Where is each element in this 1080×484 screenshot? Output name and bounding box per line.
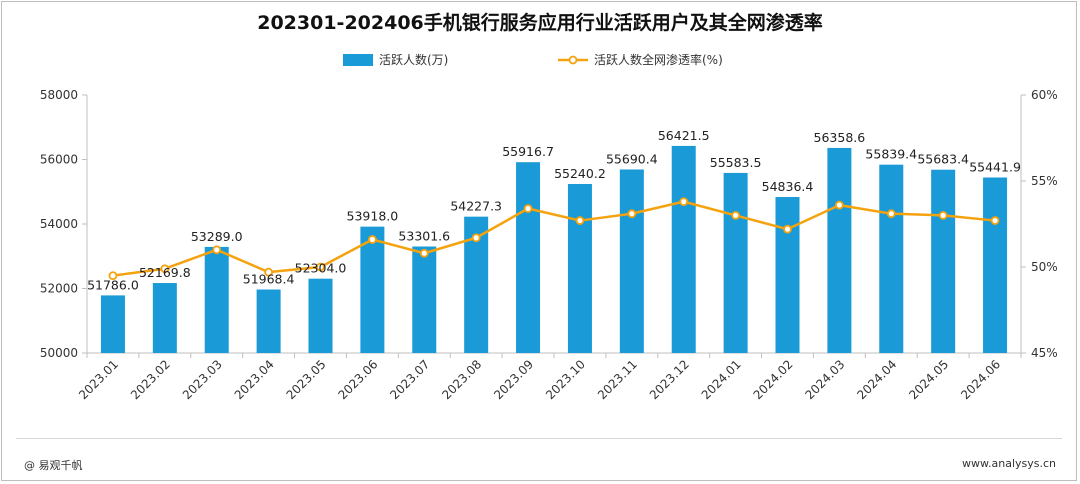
x-tick-label: 2023.04 xyxy=(232,357,277,402)
bar-value-label: 56421.5 xyxy=(658,128,710,143)
bar-value-label: 53301.6 xyxy=(398,229,450,244)
x-tick-label: 2024.05 xyxy=(906,357,951,402)
bar xyxy=(619,169,644,353)
chart-title: 202301-202406手机银行服务应用行业活跃用户及其全网渗透率 xyxy=(257,11,823,34)
x-tick-label: 2023.06 xyxy=(336,357,381,402)
line-series xyxy=(108,197,1000,281)
y-right-tick-label: 60% xyxy=(1031,88,1058,102)
bar-value-label: 52304.0 xyxy=(295,261,347,276)
bar xyxy=(360,226,385,353)
line-point xyxy=(523,204,533,213)
bar-value-label: 51786.0 xyxy=(87,277,139,292)
x-tick-label: 2023.09 xyxy=(491,357,536,402)
y-left-tick-label: 56000 xyxy=(40,153,78,167)
bar xyxy=(567,184,592,353)
y-right-tick-label: 55% xyxy=(1031,174,1058,188)
bar xyxy=(152,283,177,353)
line-point xyxy=(160,264,170,274)
line-point xyxy=(679,197,689,207)
legend-bar-label: 活跃人数(万) xyxy=(379,52,448,67)
bar xyxy=(204,246,229,353)
x-tick-label: 2024.06 xyxy=(958,357,1003,402)
y-left-tick-label: 52000 xyxy=(40,282,78,296)
bar-value-label: 53289.0 xyxy=(191,229,243,244)
x-tick-label: 2023.02 xyxy=(128,357,173,402)
bar xyxy=(931,169,956,353)
x-tick-label: 2023.03 xyxy=(180,357,225,402)
x-tick-label: 2023.12 xyxy=(647,357,692,402)
bar-value-label: 55916.7 xyxy=(502,144,554,159)
y-left-tick-label: 58000 xyxy=(40,88,78,102)
legend-line-marker xyxy=(568,55,578,65)
x-tick-label: 2024.02 xyxy=(751,357,796,402)
line-point xyxy=(886,209,896,219)
bar xyxy=(827,147,852,353)
bar xyxy=(412,246,437,353)
bar-series xyxy=(100,145,1008,353)
footer-website: www.analysys.cn xyxy=(962,457,1056,470)
bar xyxy=(775,197,800,353)
bar xyxy=(308,278,333,353)
line-point xyxy=(627,209,637,219)
bar xyxy=(879,164,904,353)
line-point xyxy=(834,200,844,210)
line-point xyxy=(731,210,741,220)
line-point xyxy=(108,271,118,281)
x-tick-label: 2023.07 xyxy=(387,357,432,402)
x-tick-label: 2024.04 xyxy=(854,357,899,402)
bar-value-label: 54227.3 xyxy=(450,199,502,214)
bar xyxy=(983,177,1008,353)
line-point xyxy=(316,262,325,272)
line-point xyxy=(419,248,429,258)
bar-value-label: 53918.0 xyxy=(347,209,399,224)
legend-line-label: 活跃人数全网渗透率(%) xyxy=(594,52,723,67)
legend-bar-swatch xyxy=(343,54,373,66)
bar xyxy=(671,145,696,353)
line-point xyxy=(575,216,585,225)
bar-value-label: 55583.5 xyxy=(710,155,762,170)
x-tick-label: 2023.10 xyxy=(543,357,588,402)
y-right-tick-label: 45% xyxy=(1031,346,1058,360)
x-tick-label: 2023.01 xyxy=(76,357,121,402)
bar xyxy=(723,172,748,353)
line-point xyxy=(471,233,481,243)
bar-value-label: 55839.4 xyxy=(865,147,917,162)
bar xyxy=(100,295,125,353)
line-point xyxy=(367,235,377,244)
x-tick-label: 2024.01 xyxy=(699,357,744,402)
footer-brand: @ 易观千帆 xyxy=(24,459,83,472)
y-left-tick-label: 50000 xyxy=(40,346,78,360)
bar-value-label: 54836.4 xyxy=(762,179,814,194)
axes: 50000 52000 54000 56000 58000 45% 50% 55% 60% xyxy=(40,88,1058,360)
line-point xyxy=(938,210,948,220)
x-tick-labels: 2023.01 2023.02 2023.03 2023.04 2023.05 2023.… xyxy=(76,357,1003,402)
footer-divider xyxy=(16,438,1062,439)
line-point xyxy=(264,267,274,277)
bar-value-label: 55683.4 xyxy=(917,152,969,167)
bar xyxy=(256,289,281,353)
bar-value-label: 55240.2 xyxy=(554,166,606,181)
bar-value-label: 52169.8 xyxy=(139,265,191,280)
line-point xyxy=(212,245,222,255)
x-tick-label: 2024.03 xyxy=(803,357,848,402)
x-tick-label: 2023.05 xyxy=(284,357,329,402)
bar-value-label: 56358.6 xyxy=(814,130,866,145)
y-left-tick-label: 54000 xyxy=(40,217,78,231)
x-tick-label: 2023.11 xyxy=(595,357,640,402)
bar-value-label: 51968.4 xyxy=(243,272,295,287)
x-tick-label: 2023.08 xyxy=(439,357,484,402)
bar-value-label: 55441.9 xyxy=(969,159,1021,174)
line-path xyxy=(112,200,996,277)
legend: 活跃人数(万) 活跃人数全网渗透率(%) xyxy=(343,52,723,67)
line-point xyxy=(783,224,792,234)
y-right-tick-label: 50% xyxy=(1031,260,1058,274)
bar xyxy=(516,162,541,353)
bar-value-label: 55690.4 xyxy=(606,151,658,166)
line-point xyxy=(990,216,1000,225)
